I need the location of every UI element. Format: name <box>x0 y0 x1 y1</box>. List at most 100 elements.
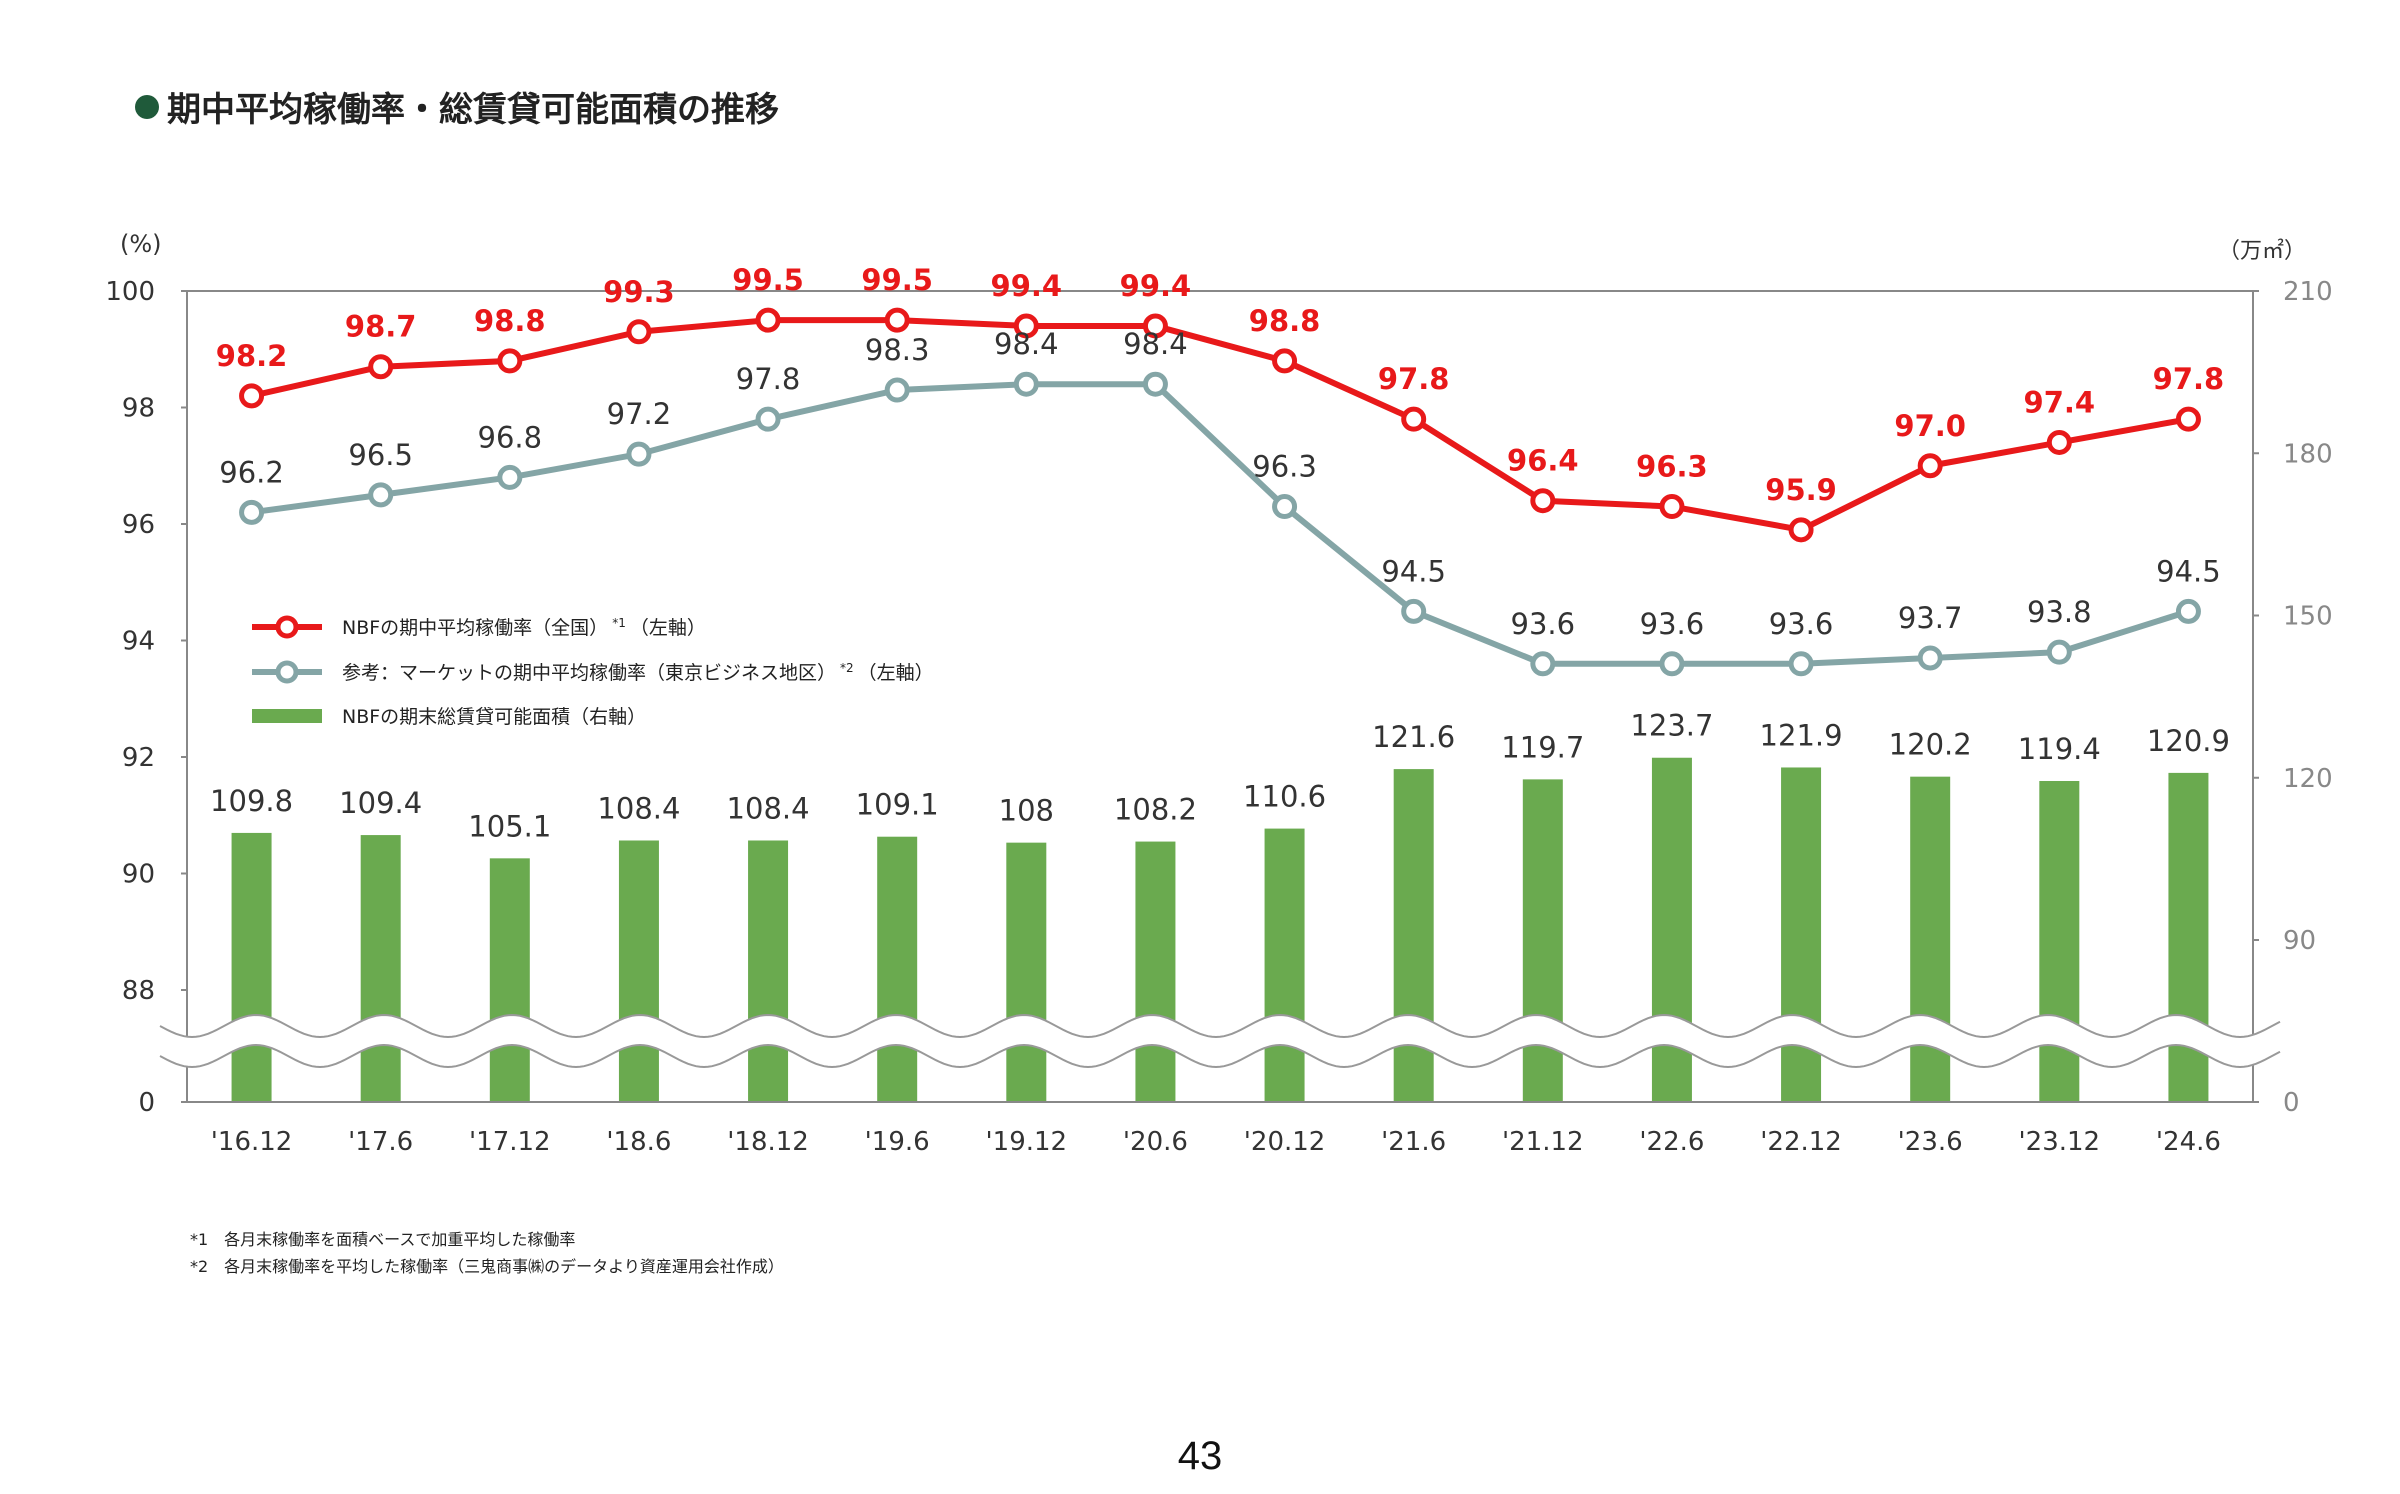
nbf-occupancy-point <box>1272 348 1298 374</box>
legend-label: 参考：マーケットの期中平均稼働率（東京ビジネス地区） *2 （左軸） <box>342 661 934 684</box>
market-occupancy-value-label: 93.6 <box>1640 607 1705 641</box>
market-occupancy-value-label: 93.6 <box>1769 607 1834 641</box>
bar-value-label: 120.2 <box>1889 728 1972 762</box>
market-occupancy-point <box>1272 494 1298 520</box>
market-occupancy-value-label: 96.3 <box>1252 450 1317 484</box>
legend-marker-icon <box>275 615 299 639</box>
x-tick-label: '24.6 <box>2156 1127 2221 1157</box>
market-occupancy-point <box>626 441 652 467</box>
nbf-occupancy-point <box>1401 406 1427 432</box>
area-bar <box>1522 779 1563 1102</box>
legend-marker-icon <box>275 660 299 684</box>
left-axis-unit: (%) <box>120 230 162 258</box>
x-tick-label: '18.6 <box>606 1127 671 1157</box>
bar-value-label: 109.4 <box>339 786 422 820</box>
nbf-occupancy-point <box>2175 406 2201 432</box>
area-bar <box>489 858 530 1102</box>
left-tick-label: 100 <box>105 277 155 307</box>
legend-bar-swatch <box>252 709 322 723</box>
bar-value-label: 123.7 <box>1630 709 1713 743</box>
nbf-occupancy-point <box>1788 517 1814 543</box>
bar-value-label: 108.2 <box>1114 793 1197 827</box>
left-tick-label: 90 <box>122 860 155 890</box>
bullet-dot-icon <box>135 94 159 119</box>
bar-value-label: 119.4 <box>2018 732 2101 766</box>
right-tick-label: 90 <box>2283 926 2316 956</box>
bar-value-label: 119.7 <box>1501 730 1584 764</box>
area-bar <box>1393 769 1434 1102</box>
market-occupancy-point <box>497 464 523 490</box>
nbf-occupancy-value-label: 97.8 <box>1378 362 1450 396</box>
market-occupancy-point <box>1659 651 1685 677</box>
market-occupancy-point <box>755 406 781 432</box>
nbf-occupancy-value-label: 99.3 <box>603 275 675 309</box>
left-tick-label: 0 <box>138 1088 155 1118</box>
left-tick-label: 96 <box>122 510 155 540</box>
market-occupancy-point <box>1142 371 1168 397</box>
x-tick-label: '22.12 <box>1760 1127 1842 1157</box>
market-occupancy-line <box>251 381 2190 667</box>
nbf-occupancy-point <box>368 354 394 380</box>
x-tick-label: '18.12 <box>727 1127 809 1157</box>
axis-break-line-lower <box>159 1043 2281 1069</box>
market-occupancy-value-label: 96.8 <box>478 420 543 454</box>
nbf-occupancy-value-label: 99.4 <box>991 269 1063 303</box>
nbf-occupancy-value-label: 99.4 <box>1120 269 1192 303</box>
market-occupancy-point <box>239 499 265 525</box>
nbf-occupancy-point <box>239 383 265 409</box>
nbf-occupancy-point <box>1530 488 1556 514</box>
legend-nbf-occupancy: NBFの期中平均稼働率（全国） *1 （左軸） <box>252 615 706 639</box>
nbf-occupancy-value-label: 96.3 <box>1636 450 1708 484</box>
chart-heading: 期中平均稼働率・総賃貸可能面積の推移 <box>135 82 779 131</box>
market-occupancy-point <box>1788 651 1814 677</box>
nbf-occupancy-value-label: 98.8 <box>474 304 546 338</box>
bar-value-label: 109.8 <box>210 784 293 818</box>
nbf-occupancy-point <box>497 348 523 374</box>
axis-break-line-upper <box>159 1013 2281 1039</box>
nbf-occupancy-point <box>1659 494 1685 520</box>
bar-value-label: 121.9 <box>1760 718 1843 752</box>
nbf-occupancy-point <box>1142 313 1168 339</box>
right-tick-label: 0 <box>2283 1088 2300 1118</box>
market-occupancy-point <box>1917 645 1943 671</box>
x-tick-label: '19.6 <box>865 1127 930 1157</box>
market-occupancy-value-label: 97.8 <box>736 362 801 396</box>
bar-value-label: 105.1 <box>468 809 551 843</box>
market-occupancy-value-label: 93.7 <box>1898 601 1963 635</box>
footnotes: *1 各月末稼働率を面積ベースで加重平均した稼働率 *2 各月末稼働率を平均した… <box>190 1226 784 1280</box>
market-occupancy-value-label: 96.2 <box>219 455 284 489</box>
market-occupancy-value-label: 98.4 <box>994 327 1059 361</box>
x-tick-label: '23.6 <box>1898 1127 1963 1157</box>
nbf-occupancy-value-label: 99.5 <box>732 263 804 297</box>
market-occupancy-point <box>2175 598 2201 624</box>
axis-break-band <box>160 1015 2280 1067</box>
right-axis-unit: （万㎡） <box>2218 238 2306 264</box>
nbf-occupancy-value-label: 98.8 <box>1249 304 1321 338</box>
area-bar <box>877 836 918 1102</box>
x-tick-label: '23.12 <box>2019 1127 2101 1157</box>
market-occupancy-value-label: 94.5 <box>1381 554 1446 588</box>
market-occupancy-point <box>2046 639 2072 665</box>
nbf-occupancy-point <box>1917 453 1943 479</box>
bar-value-label: 121.6 <box>1372 720 1455 754</box>
right-tick-label: 210 <box>2283 277 2333 307</box>
left-tick-label: 98 <box>122 394 155 424</box>
x-tick-label: '17.6 <box>348 1127 413 1157</box>
page-number: 43 <box>1177 1434 1223 1478</box>
nbf-occupancy-value-label: 99.5 <box>861 263 933 297</box>
area-bar <box>618 840 659 1102</box>
area-bar <box>748 840 789 1102</box>
nbf-occupancy-value-label: 96.4 <box>1507 444 1579 478</box>
market-occupancy-value-label: 93.8 <box>2027 595 2092 629</box>
right-tick-label: 150 <box>2283 602 2333 632</box>
x-tick-label: '20.6 <box>1123 1127 1188 1157</box>
bar-value-label: 110.6 <box>1243 780 1326 814</box>
left-tick-label: 94 <box>122 627 155 657</box>
nbf-occupancy-point <box>755 307 781 333</box>
area-bar <box>231 832 272 1102</box>
right-tick-label: 180 <box>2283 439 2333 469</box>
bar-value-label: 108.4 <box>597 791 680 825</box>
nbf-occupancy-value-label: 98.7 <box>345 310 417 344</box>
market-occupancy-point <box>884 377 910 403</box>
